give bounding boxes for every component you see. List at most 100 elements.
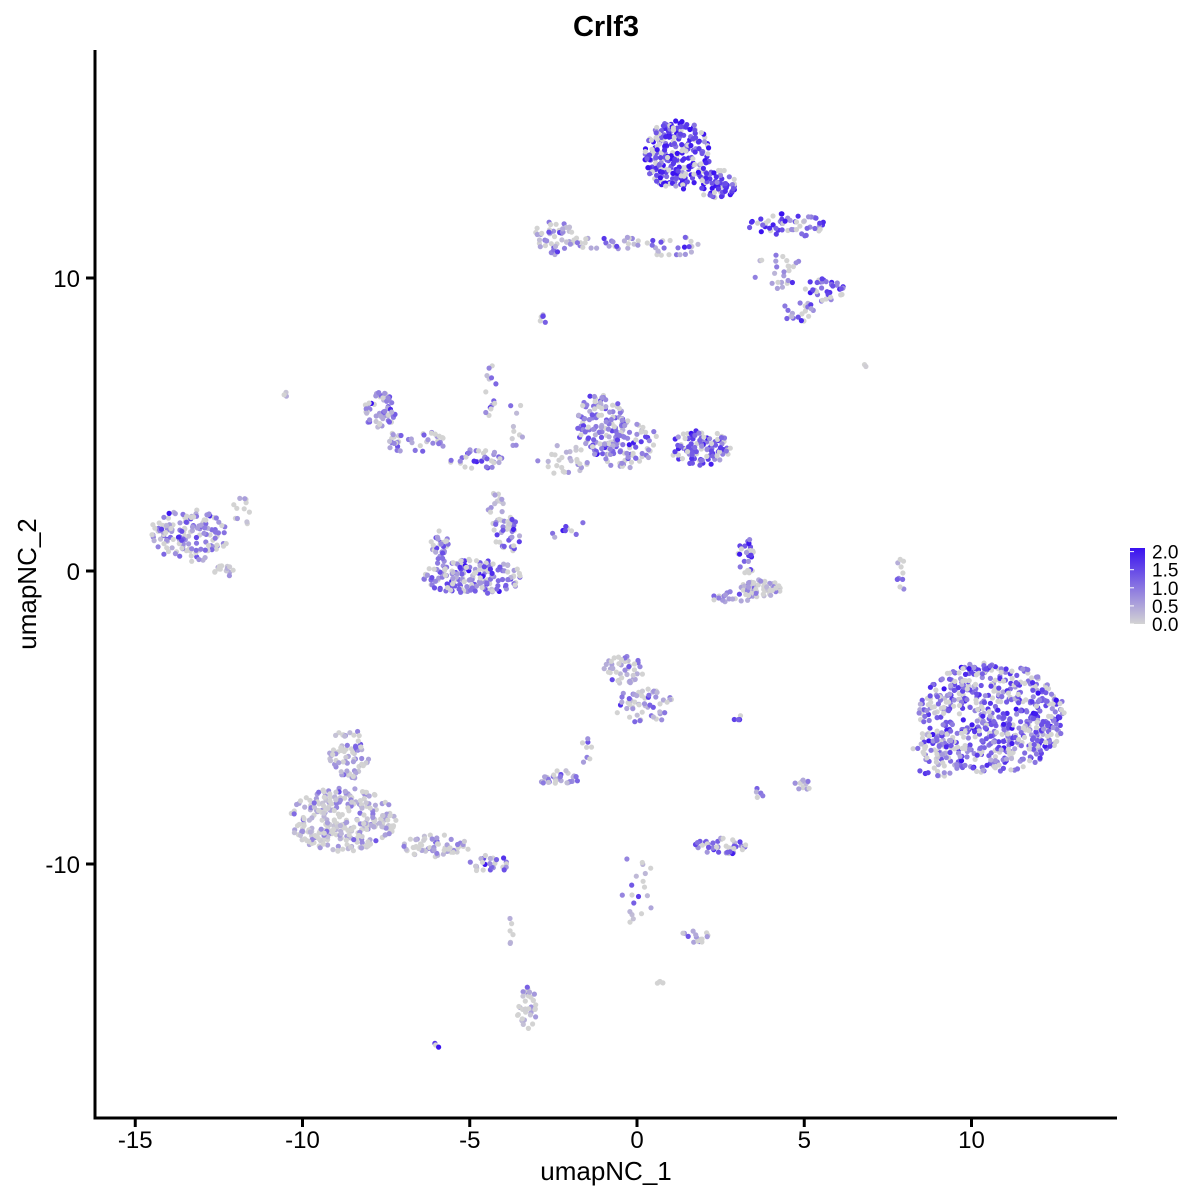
cell-point [941,704,947,710]
cell-point [608,658,614,664]
cell-point [575,425,581,431]
cell-point [999,731,1005,737]
cell-point [739,847,746,853]
cell-point [991,763,997,770]
cell-point [984,762,990,768]
cell-point [921,719,927,725]
cell-point [961,734,967,740]
cell-point [420,448,426,454]
cell-point [535,458,541,464]
x-tick-label: -15 [118,1127,153,1154]
cell-point [598,434,605,440]
cell-point [1037,697,1043,703]
cell-point [387,438,393,444]
cell-point [626,442,632,448]
cell-point [1057,700,1063,707]
cell-point [161,514,167,520]
cell-point [303,795,309,801]
cell-point [1017,708,1024,714]
cell-point [494,586,500,592]
cell-point [339,812,345,818]
cell-point [932,710,938,716]
cell-point [765,218,772,224]
cell-point [553,778,559,784]
cell-point [416,846,422,852]
cell-point [800,777,806,783]
cell-point [483,389,489,395]
cell-point [698,130,704,136]
cell-point [489,570,495,577]
cell-point [675,452,682,458]
cell-point [996,714,1002,720]
cell-point [626,429,633,435]
cell-point [898,564,904,570]
cell-point [163,523,170,529]
cell-point [179,545,185,551]
cell-point [644,156,650,162]
cell-point [697,437,703,443]
cell-point [986,753,992,759]
cell-point [618,657,625,663]
cell-point [954,761,960,768]
cell-point [941,686,947,692]
cell-point [789,226,795,233]
cell-point [701,192,707,198]
cell-point [1041,726,1047,732]
cell-point [603,240,609,246]
cell-point [467,558,473,564]
cell-point [926,738,932,744]
cell-point [333,732,339,739]
cell-point [745,584,752,590]
cell-point [463,564,469,571]
cell-point [471,570,478,576]
cell-point [925,770,931,776]
cell-point [639,859,645,866]
cell-point [299,828,305,834]
cell-point [819,285,825,291]
cell-point [576,412,582,418]
cell-point [708,461,714,467]
cell-point [330,830,336,836]
cell-point [701,139,708,145]
cell-point [748,552,754,558]
cell-point [717,445,724,451]
x-axis-title: umapNC_1 [540,1156,672,1186]
cell-point [773,231,779,237]
cell-point [659,169,665,175]
cell-point [1030,716,1036,722]
cell-point [606,434,612,440]
legend-label: 1.5 [1152,561,1178,582]
cell-point [665,154,671,161]
cell-point [1007,717,1013,723]
cell-point [297,832,303,839]
cell-point [711,597,717,603]
cell-point [436,441,442,447]
cell-point [346,832,352,838]
cell-point [601,441,608,447]
cell-point [1034,719,1040,726]
cell-point [520,993,526,999]
cell-point [516,570,523,577]
cell-point [573,774,579,780]
cell-point [693,449,699,455]
cell-point [637,718,643,724]
cell-point [678,173,684,179]
cell-point [987,700,994,706]
cell-point [737,713,744,719]
cell-point [770,213,776,219]
cell-point [621,238,628,244]
cell-point [1033,703,1040,709]
cell-point [635,242,641,248]
cell-point [480,867,486,873]
cell-point [747,537,753,543]
cell-point [519,1016,525,1022]
cell-point [559,237,565,243]
cell-point [487,855,493,862]
cell-point [1029,699,1035,705]
cell-point [966,666,972,672]
cell-point [355,738,361,744]
cell-point [1003,666,1009,672]
cell-point [531,991,538,997]
cell-point [437,586,443,593]
cell-point [949,721,956,728]
